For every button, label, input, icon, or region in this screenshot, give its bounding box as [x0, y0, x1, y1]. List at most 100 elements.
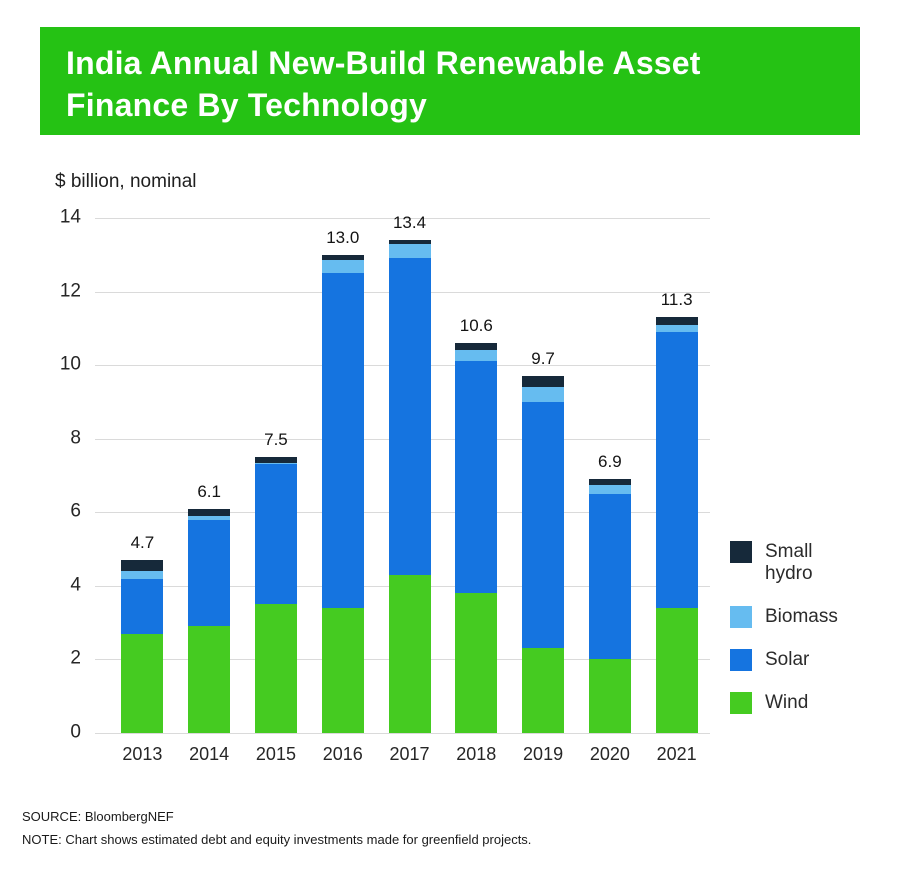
- y-axis-tick-label: 12: [59, 280, 81, 302]
- bars-layer: 4.7 6.1 7.5 13.0 13.4 10.6 9.7 6.9 11.3: [109, 213, 710, 733]
- y-axis-tick-label: 6: [70, 500, 81, 522]
- bar-total-label: 10.6: [459, 316, 493, 336]
- x-axis-label: 2015: [255, 744, 296, 764]
- bar-total-label: 7.5: [264, 430, 288, 450]
- x-axis-label: 2018: [456, 744, 497, 764]
- bar-segment-biomass: [121, 571, 164, 579]
- y-axis-tick-label: 2: [70, 647, 81, 669]
- y-axis-tick-label: 0: [70, 721, 81, 743]
- bar-slot-2020: 6.9: [576, 218, 643, 733]
- legend-item-small-hydro: Small hydro: [730, 541, 851, 585]
- legend-item-biomass: Biomass: [730, 605, 851, 628]
- bar-segment-wind: [588, 659, 631, 733]
- bar-total-label: 4.7: [130, 533, 155, 553]
- legend-swatch: [730, 605, 752, 628]
- legend-label: Biomass: [765, 605, 838, 627]
- bar-slot-2018: 10.6: [443, 218, 510, 733]
- bar-segment-wind: [388, 574, 431, 733]
- bar-total-label: 9.7: [531, 349, 555, 369]
- bar-segment-small-hydro: [388, 240, 431, 244]
- x-axis-label: 2016: [322, 744, 363, 764]
- y-axis-tick-label: 10: [59, 353, 81, 375]
- bar-segment-solar: [321, 273, 364, 608]
- stacked-bar-2021: 11.3: [655, 290, 698, 733]
- legend-item-solar: Solar: [730, 648, 851, 671]
- bar-segment-biomass: [188, 515, 231, 520]
- bar-segment-solar: [588, 493, 631, 660]
- bar-segment-small-hydro: [121, 560, 164, 572]
- plot-area: 0 2 4 6 8 10 12 14 4.7 6.1 7.5 13.0 13.4 10.6 9.7 6.9 1…: [60, 207, 710, 764]
- x-axis: 2013 2014 2015 2016 2017 2018 2019 2020 2021: [109, 744, 710, 765]
- bar-slot-2017: 13.4: [376, 213, 443, 733]
- x-axis-label: 2014: [189, 744, 230, 764]
- stacked-bar-2016: 13.0: [321, 228, 364, 733]
- bar-total-label: 13.0: [326, 227, 360, 247]
- bar-slot-2014: 6.1: [176, 218, 243, 733]
- chart-title-line2: Finance By Technology: [66, 87, 427, 124]
- bar-segment-biomass: [455, 350, 498, 362]
- bar-segment-biomass: [254, 462, 297, 465]
- legend: Small hydro Biomass Solar Wind: [730, 541, 851, 714]
- stacked-bar-2013: 4.7: [121, 533, 164, 733]
- bar-segment-wind: [321, 607, 364, 733]
- legend-label: Small hydro: [765, 541, 813, 584]
- bar-segment-small-hydro: [254, 457, 297, 463]
- legend-item-wind: Wind: [730, 691, 851, 714]
- x-axis-label: 2021: [656, 744, 697, 764]
- bar-slot-2019: 9.7: [510, 218, 577, 733]
- bar-segment-wind: [455, 593, 498, 733]
- bar-segment-biomass: [388, 243, 431, 259]
- bar-segment-wind: [655, 607, 698, 733]
- bar-segment-small-hydro: [655, 317, 698, 325]
- bar-segment-biomass: [588, 484, 631, 494]
- bar-segment-solar: [121, 578, 164, 634]
- bar-total-label: 13.4: [392, 213, 427, 233]
- stacked-bar-2017: 13.4: [388, 213, 431, 733]
- gridline: [95, 218, 710, 219]
- bar-segment-solar: [254, 464, 297, 605]
- bar-segment-solar: [522, 401, 565, 649]
- bar-segment-wind: [188, 626, 231, 733]
- chart-title: India Annual New-Build Renewable Asset F…: [66, 42, 834, 126]
- source-note: SOURCE: BloombergNEF: [22, 809, 174, 824]
- x-axis-label: 2019: [523, 744, 564, 764]
- stacked-bar-2019: 9.7: [522, 349, 565, 733]
- x-axis-label: 2020: [589, 744, 630, 764]
- legend-label: Wind: [765, 691, 809, 713]
- legend-swatch: [730, 691, 752, 714]
- bar-total-label: 6.1: [197, 481, 221, 501]
- chart-title-line1: India Annual New-Build Renewable Asset: [66, 45, 701, 81]
- bar-segment-wind: [254, 604, 297, 733]
- bar-total-label: 11.3: [660, 290, 693, 310]
- bar-segment-solar: [388, 258, 431, 575]
- bar-segment-biomass: [655, 324, 698, 333]
- gridline: [95, 733, 710, 734]
- stacked-bar-2015: 7.5: [254, 430, 297, 733]
- legend-swatch: [730, 541, 752, 563]
- bar-segment-solar: [455, 361, 498, 594]
- stacked-bar-2014: 6.1: [188, 482, 231, 733]
- chart-note: NOTE: Chart shows estimated debt and equ…: [22, 831, 532, 847]
- bar-slot-2013: 4.7: [109, 218, 176, 733]
- bar-segment-small-hydro: [522, 376, 565, 388]
- unit-label: $ billion, nominal: [55, 171, 197, 192]
- x-axis-label: 2013: [122, 744, 163, 764]
- bar-segment-wind: [522, 648, 565, 733]
- bar-segment-solar: [188, 519, 231, 627]
- bar-segment-wind: [121, 633, 164, 733]
- y-axis-tick-label: 4: [70, 574, 81, 596]
- legend-swatch: [730, 648, 752, 671]
- bar-segment-solar: [655, 332, 698, 608]
- bar-total-label: 6.9: [598, 452, 622, 472]
- bar-segment-biomass: [321, 260, 364, 274]
- x-axis-label: 2017: [389, 744, 430, 764]
- bar-slot-2016: 13.0: [309, 218, 376, 733]
- bar-segment-small-hydro: [188, 508, 231, 516]
- stacked-bar-2020: 6.9: [588, 452, 631, 733]
- bar-slot-2021: 11.3: [643, 218, 710, 733]
- y-axis-tick-label: 8: [70, 427, 81, 449]
- bar-segment-small-hydro: [455, 343, 498, 351]
- stacked-bar-2018: 10.6: [455, 316, 498, 733]
- footer: SOURCE: BloombergNEF NOTE: Chart shows e…: [22, 806, 531, 852]
